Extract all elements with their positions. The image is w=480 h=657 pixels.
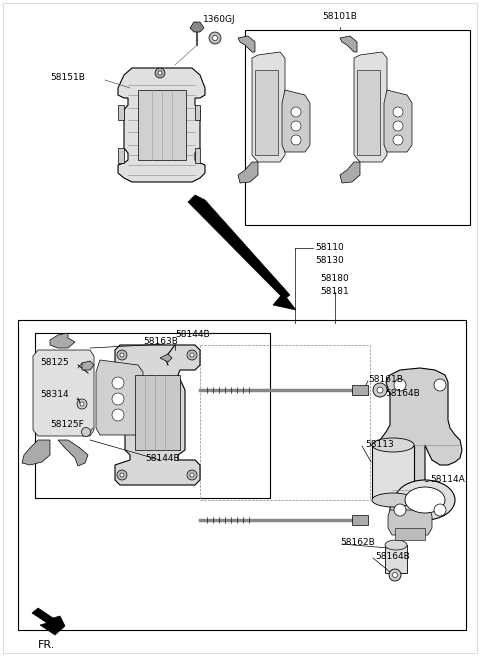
- Polygon shape: [255, 70, 278, 155]
- Polygon shape: [118, 105, 124, 120]
- Polygon shape: [378, 368, 462, 524]
- Circle shape: [112, 393, 124, 405]
- Text: 58314: 58314: [40, 390, 69, 399]
- Polygon shape: [238, 36, 255, 52]
- Circle shape: [434, 504, 446, 516]
- Polygon shape: [282, 90, 310, 152]
- Text: 58163B: 58163B: [143, 337, 178, 346]
- Circle shape: [209, 32, 221, 44]
- Circle shape: [158, 71, 162, 75]
- Polygon shape: [50, 333, 75, 348]
- Polygon shape: [96, 360, 143, 435]
- Text: 1360GJ: 1360GJ: [203, 15, 236, 24]
- Circle shape: [394, 504, 406, 516]
- Circle shape: [80, 402, 84, 406]
- Polygon shape: [388, 510, 432, 535]
- Circle shape: [155, 68, 165, 78]
- Circle shape: [393, 107, 403, 117]
- Circle shape: [77, 399, 87, 409]
- Polygon shape: [252, 52, 285, 162]
- Circle shape: [117, 350, 127, 360]
- Bar: [245, 30, 470, 225]
- Text: 58151B: 58151B: [50, 73, 85, 82]
- Text: 58144B: 58144B: [145, 454, 180, 463]
- Polygon shape: [118, 68, 205, 182]
- Circle shape: [187, 470, 197, 480]
- Text: 58181: 58181: [321, 287, 349, 296]
- Circle shape: [373, 383, 387, 397]
- Polygon shape: [22, 440, 50, 465]
- Polygon shape: [58, 440, 88, 466]
- Circle shape: [117, 470, 127, 480]
- Polygon shape: [118, 148, 124, 163]
- Circle shape: [393, 135, 403, 145]
- Polygon shape: [188, 195, 290, 300]
- Circle shape: [190, 473, 194, 477]
- Circle shape: [112, 377, 124, 389]
- Bar: [18, 320, 466, 630]
- Circle shape: [377, 387, 383, 393]
- Bar: [138, 90, 186, 160]
- Polygon shape: [354, 52, 387, 162]
- Circle shape: [394, 379, 406, 391]
- Polygon shape: [160, 354, 172, 362]
- Polygon shape: [195, 148, 200, 163]
- Polygon shape: [340, 36, 357, 52]
- Text: 58125: 58125: [40, 358, 69, 367]
- Polygon shape: [352, 515, 368, 525]
- Ellipse shape: [395, 480, 455, 520]
- Circle shape: [434, 379, 446, 391]
- Circle shape: [291, 107, 301, 117]
- Text: 58161B: 58161B: [368, 375, 403, 384]
- Text: 58144B: 58144B: [175, 330, 210, 339]
- Bar: [35, 333, 270, 498]
- Polygon shape: [33, 350, 94, 436]
- Polygon shape: [195, 105, 200, 120]
- Circle shape: [291, 135, 301, 145]
- Circle shape: [213, 35, 217, 41]
- Text: 58164B: 58164B: [385, 389, 420, 398]
- Text: 58113: 58113: [365, 440, 394, 449]
- Ellipse shape: [372, 438, 414, 452]
- Circle shape: [82, 428, 91, 436]
- Polygon shape: [82, 361, 94, 370]
- Text: 58114A: 58114A: [430, 475, 465, 484]
- Polygon shape: [384, 90, 412, 152]
- Circle shape: [187, 350, 197, 360]
- Polygon shape: [32, 608, 65, 635]
- Text: 58162B: 58162B: [340, 538, 375, 547]
- Circle shape: [120, 473, 124, 477]
- Polygon shape: [238, 162, 258, 183]
- Ellipse shape: [372, 493, 414, 507]
- Text: 58125F: 58125F: [50, 420, 84, 429]
- Circle shape: [291, 121, 301, 131]
- Ellipse shape: [405, 487, 445, 513]
- Polygon shape: [352, 385, 368, 395]
- Text: 58130: 58130: [315, 256, 344, 265]
- Polygon shape: [357, 70, 380, 155]
- Bar: [385, 545, 407, 573]
- Circle shape: [120, 353, 124, 357]
- Text: 58110: 58110: [315, 243, 344, 252]
- Polygon shape: [340, 162, 360, 183]
- Polygon shape: [190, 22, 204, 32]
- Circle shape: [393, 121, 403, 131]
- Polygon shape: [115, 345, 200, 485]
- Circle shape: [190, 353, 194, 357]
- Text: FR.: FR.: [38, 640, 55, 650]
- Bar: [135, 375, 180, 450]
- Circle shape: [389, 569, 401, 581]
- Polygon shape: [273, 293, 296, 310]
- Ellipse shape: [385, 540, 407, 550]
- Circle shape: [112, 409, 124, 421]
- Bar: [372, 445, 414, 500]
- Text: 58101B: 58101B: [323, 12, 358, 21]
- Text: 58180: 58180: [321, 274, 349, 283]
- Polygon shape: [395, 528, 425, 540]
- Circle shape: [393, 572, 397, 578]
- Text: 58164B: 58164B: [375, 552, 410, 561]
